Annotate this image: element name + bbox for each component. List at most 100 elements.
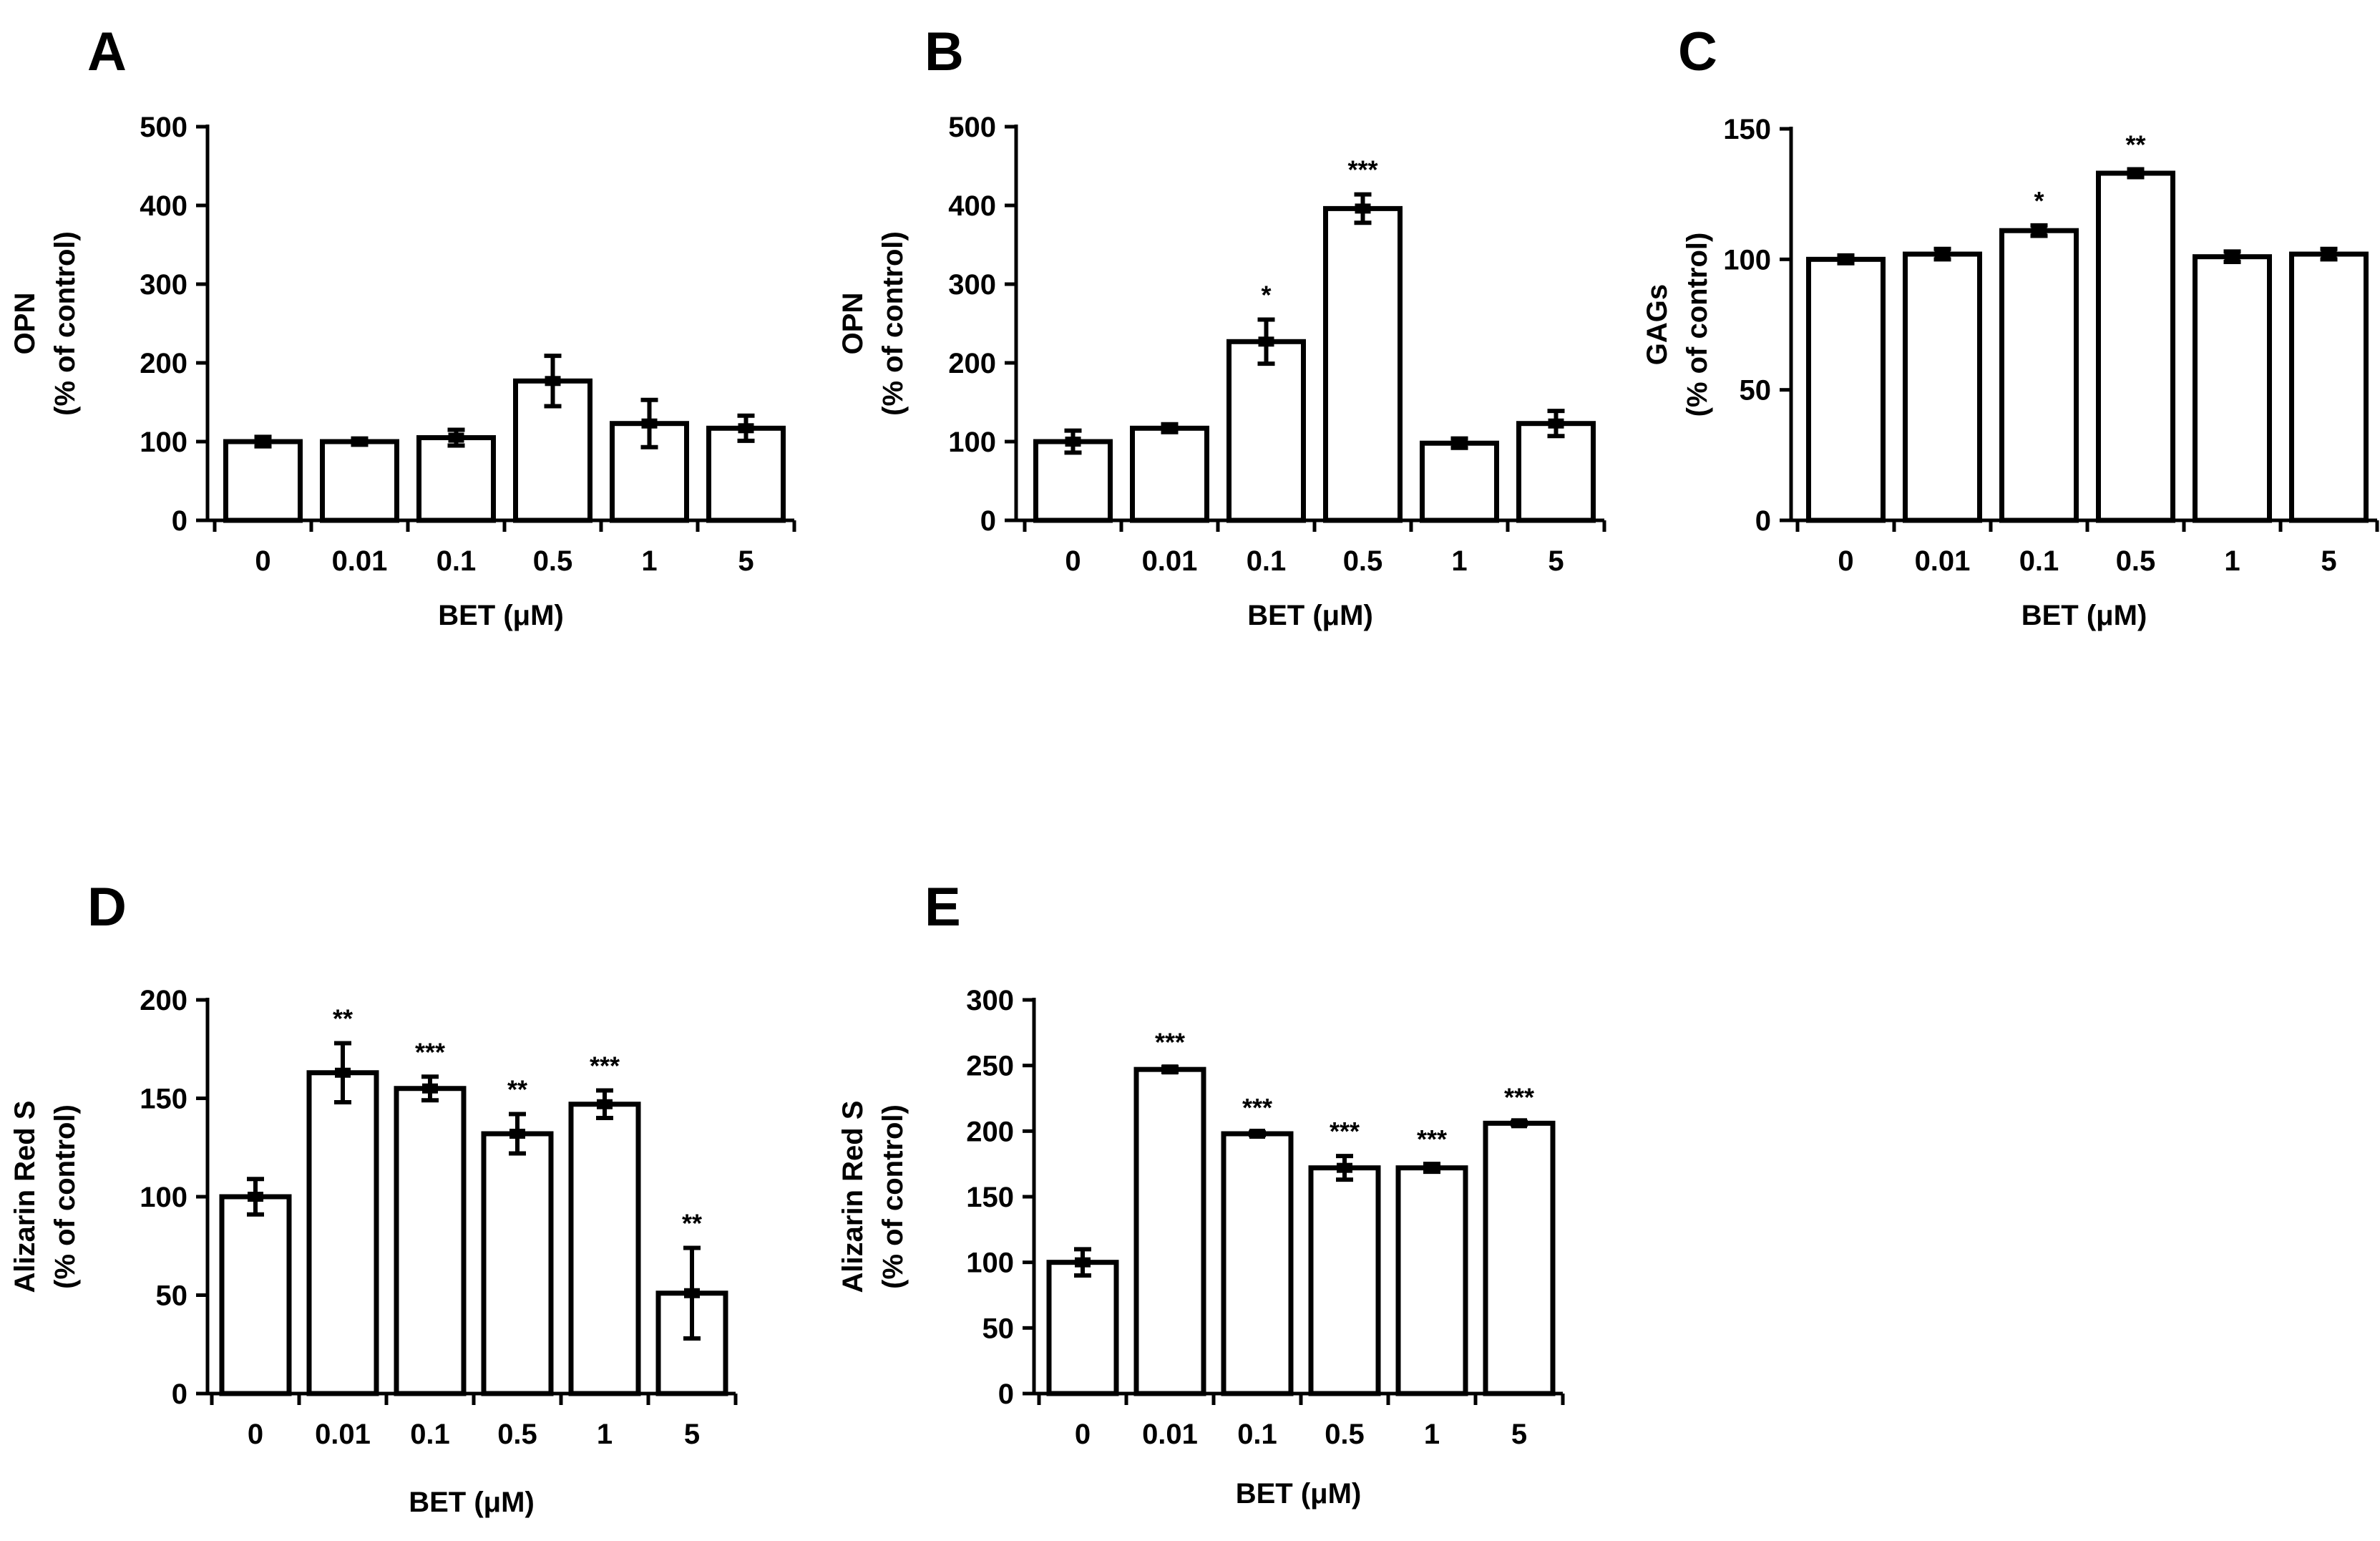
mean-marker (1548, 418, 1564, 429)
mean-marker (641, 418, 658, 429)
mean-marker (509, 1129, 525, 1139)
y-tick-label: 150 (140, 1084, 187, 1115)
mean-marker (1934, 249, 1951, 260)
bar (1999, 228, 2079, 523)
bar (1806, 256, 1886, 523)
x-tick-label: 0.1 (410, 1419, 450, 1450)
mean-marker (1075, 1257, 1091, 1268)
significance-label: ** (333, 1004, 353, 1034)
chart-panel-a: A 0 100 200 300 400 500 0 0.01 0.1 0.5 1 5 BET (μM) OP… (9, 21, 796, 631)
x-tick-label: 0 (255, 545, 270, 577)
mean-marker (1838, 254, 1854, 265)
y-axis-subtitle: (% of control) (877, 231, 909, 416)
x-tick-label: 0.01 (332, 545, 388, 577)
y-tick-label: 250 (966, 1051, 1014, 1082)
bar (1308, 1165, 1381, 1396)
y-tick-label: 500 (948, 112, 996, 143)
x-tick-label: 0.5 (533, 545, 573, 577)
x-tick-label: 0 (1075, 1419, 1091, 1450)
y-tick-label: 0 (172, 505, 187, 537)
mean-marker (738, 423, 754, 434)
mean-marker (1065, 437, 1081, 447)
chart-panel-e: E 0 50 100 150 200 250 300 0 *** 0.01 *** 0.1 *** 0.5 *… (837, 877, 1565, 1510)
mean-marker (448, 432, 464, 443)
x-tick-label: 5 (1548, 545, 1564, 577)
x-tick-label: 0.5 (2116, 545, 2156, 577)
y-tick-label: 300 (966, 985, 1014, 1016)
y-tick-label: 100 (140, 427, 187, 458)
significance-label: *** (1155, 1028, 1185, 1057)
x-tick-label: 5 (738, 545, 753, 577)
y-axis-title: OPN (837, 293, 869, 355)
significance-label: ** (2125, 130, 2145, 160)
bar (1323, 205, 1403, 523)
mean-marker (1451, 438, 1468, 449)
x-tick-label: 1 (1451, 545, 1467, 577)
bar (223, 439, 303, 523)
significance-label: ** (682, 1209, 702, 1238)
mean-marker (2127, 167, 2144, 178)
x-tick-label: 1 (1424, 1419, 1440, 1450)
panel-label: E (925, 877, 961, 938)
mean-marker (1355, 203, 1371, 214)
y-axis-title: Alizarin Red S (837, 1101, 869, 1293)
bar (568, 1102, 641, 1396)
y-tick-label: 200 (966, 1116, 1014, 1147)
significance-label: *** (1417, 1124, 1447, 1154)
y-tick-label: 400 (140, 190, 187, 222)
y-tick-label: 300 (948, 269, 996, 301)
y-tick-label: 50 (1740, 375, 1772, 407)
mean-marker (545, 376, 561, 387)
bar (1395, 1165, 1468, 1396)
significance-label: * (1261, 281, 1271, 310)
mean-marker (1337, 1162, 1352, 1173)
mean-marker (422, 1083, 438, 1094)
bar (1420, 440, 1499, 523)
mean-marker (2224, 251, 2240, 262)
x-tick-label: 5 (1511, 1419, 1527, 1450)
y-tick-label: 300 (140, 269, 187, 301)
x-tick-label: 0.1 (2019, 545, 2059, 577)
y-tick-label: 150 (966, 1182, 1014, 1213)
significance-label: *** (1504, 1083, 1534, 1112)
y-tick-label: 400 (948, 190, 996, 222)
x-tick-label: 0.01 (1915, 545, 1971, 577)
x-tick-label: 1 (641, 545, 657, 577)
mean-marker (597, 1099, 613, 1109)
mean-marker (1249, 1129, 1265, 1139)
panel-label: A (87, 21, 127, 82)
bar (1903, 251, 1982, 523)
x-tick-label: 0.5 (1325, 1419, 1365, 1450)
x-tick-label: 0.5 (1343, 545, 1383, 577)
y-axis-subtitle: (% of control) (49, 231, 81, 416)
bar (706, 425, 786, 523)
mean-marker (2321, 249, 2337, 260)
x-axis-title: BET (μM) (1247, 600, 1373, 631)
x-tick-label: 1 (2224, 545, 2240, 577)
x-axis-title: BET (μM) (409, 1487, 535, 1518)
x-tick-label: 1 (597, 1419, 613, 1450)
mean-marker (2031, 225, 2047, 236)
significance-label: *** (1330, 1117, 1360, 1146)
y-axis-subtitle: (% of control) (49, 1104, 81, 1289)
mean-marker (1162, 1064, 1178, 1075)
x-tick-label: 0 (1065, 545, 1081, 577)
bar (481, 1131, 554, 1396)
y-tick-label: 0 (998, 1379, 1014, 1410)
panel-label: D (87, 877, 127, 938)
bar (1483, 1120, 1556, 1396)
bar (1226, 339, 1306, 523)
y-tick-label: 200 (140, 985, 187, 1016)
bar (2289, 251, 2369, 523)
bar (2193, 254, 2272, 523)
bar (1046, 1260, 1119, 1396)
x-axis-title: BET (μM) (2021, 600, 2147, 631)
bar (1130, 425, 1209, 523)
bar (320, 439, 399, 523)
significance-label: *** (415, 1037, 445, 1066)
mean-marker (335, 1067, 351, 1078)
significance-label: *** (590, 1051, 620, 1081)
y-tick-label: 0 (1755, 505, 1771, 537)
chart-panel-d: D 0 50 100 150 200 0 ** 0.01 *** 0.1 ** 0.5 *** 1 ** 5 BE… (9, 877, 738, 1518)
